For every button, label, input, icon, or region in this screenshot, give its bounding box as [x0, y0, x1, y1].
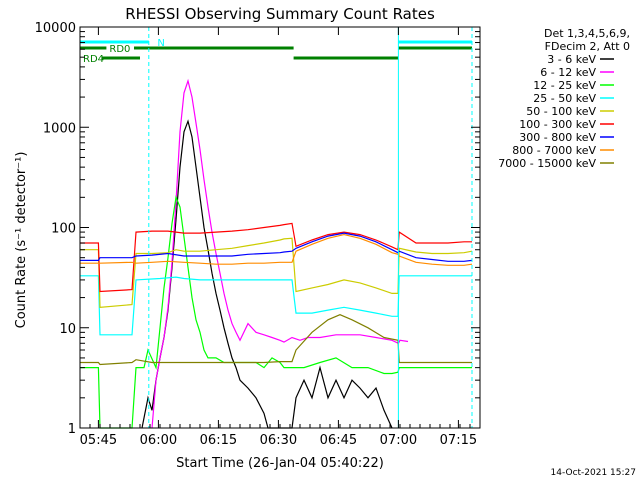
legend-label-6: 300 - 800 keV — [519, 131, 596, 144]
y-tick-label-4: 10000 — [35, 21, 76, 36]
flag-label-0: N — [157, 38, 164, 49]
series-line-1 — [151, 78, 409, 429]
legend-label-1: 6 - 12 keV — [540, 66, 596, 79]
series-line-3 — [80, 275, 472, 336]
series-line-8 — [80, 314, 472, 366]
series-line-5 — [80, 222, 472, 293]
series-line-0 — [141, 119, 393, 429]
x-tick-label-0: 05:45 — [80, 433, 117, 448]
y-tick-label-2: 100 — [51, 222, 76, 237]
x-tick-label-5: 07:00 — [380, 433, 417, 448]
chart-title: RHESSI Observing Summary Count Rates — [125, 5, 435, 23]
vertical-markers — [148, 27, 473, 428]
series-line-4 — [80, 237, 473, 308]
legend-label-5: 100 - 300 keV — [519, 118, 596, 131]
legend-label-2: 12 - 25 keV — [533, 79, 596, 92]
y-tick-label-0: 1 — [68, 422, 76, 437]
x-tick-label-6: 07:15 — [440, 433, 477, 448]
series-lines — [80, 78, 473, 429]
flag-label-1: RD0 — [109, 44, 130, 55]
series-line-6 — [80, 232, 473, 262]
x-axis-label: Start Time (26-Jan-04 05:40:22) — [176, 456, 384, 471]
legend-label-3: 25 - 50 keV — [533, 92, 596, 105]
legend-header-1: Det 1,3,4,5,6,9, — [544, 27, 630, 40]
flag-bars: N RD0 RD4 — [80, 38, 472, 65]
legend-label-0: 3 - 6 keV — [547, 53, 596, 66]
footer-date: 14-Oct-2021 15:27 — [551, 468, 636, 478]
x-tick-label-3: 06:30 — [260, 433, 297, 448]
legend-header-2: FDecim 2, Att 0 — [545, 40, 630, 53]
x-tick-label-1: 06:00 — [140, 433, 177, 448]
y-tick-label-1: 10 — [59, 322, 76, 337]
flag-label-2: RD4 — [83, 54, 104, 65]
legend-label-4: 50 - 100 keV — [526, 105, 596, 118]
axes: 05:45 06:00 06:15 06:30 06:45 07:00 07:15 1 10 10… — [35, 21, 481, 448]
x-tick-label-4: 06:45 — [320, 433, 357, 448]
y-axis-label: Count Rate (s⁻¹ detector⁻¹) — [14, 152, 29, 329]
legend-label-8: 7000 - 15000 keV — [498, 157, 596, 170]
series-line-7 — [80, 233, 473, 266]
x-tick-label-2: 06:15 — [200, 433, 237, 448]
y-tick-label-3: 1000 — [43, 121, 76, 136]
legend-label-7: 800 - 7000 keV — [512, 144, 596, 157]
